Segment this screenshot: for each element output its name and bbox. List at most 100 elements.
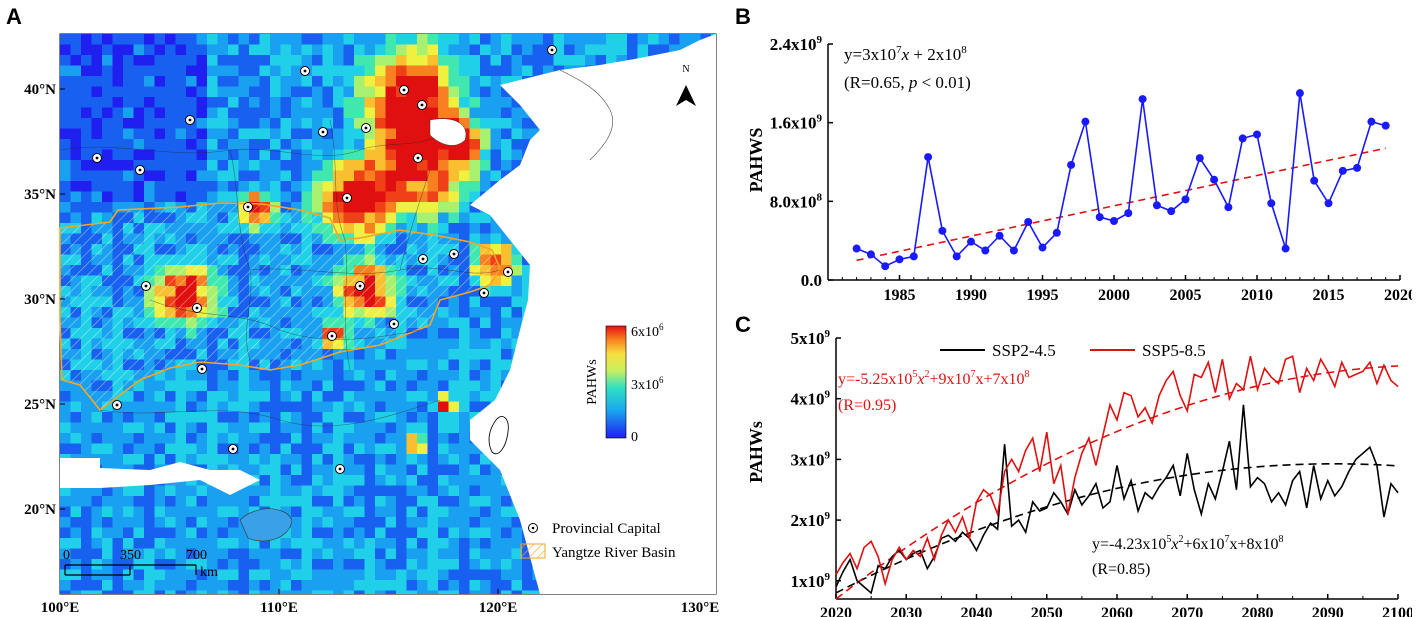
heat-cell <box>469 76 481 87</box>
heat-cell <box>490 391 502 402</box>
heat-cell <box>280 548 292 560</box>
heat-cell <box>217 454 229 465</box>
heat-cell <box>301 475 313 486</box>
heat-cell <box>70 128 82 140</box>
scale-label-350: 350 <box>120 548 141 563</box>
heat-cell <box>438 170 449 182</box>
heat-cell <box>291 496 302 507</box>
heat-cell <box>123 44 134 56</box>
heat-cell <box>133 548 145 560</box>
heat-cell <box>354 590 365 594</box>
chart-c-ytick: 3x109 <box>791 449 831 469</box>
heat-cell <box>165 485 176 497</box>
heat-cell <box>301 569 313 581</box>
heat-cell <box>343 496 355 507</box>
heat-cell <box>91 160 103 171</box>
heat-cell <box>480 139 491 150</box>
heat-cell <box>469 44 481 56</box>
heat-cell <box>249 55 260 66</box>
heat-cell <box>322 128 334 140</box>
heat-cell <box>207 359 218 371</box>
chart-c-xtick: 2070 <box>1171 605 1203 617</box>
heat-cell <box>333 580 344 591</box>
heat-cell <box>301 538 313 549</box>
heat-cell <box>406 223 418 234</box>
heat-cell <box>459 212 470 224</box>
heat-cell <box>459 76 470 87</box>
provincial-capitals <box>92 45 557 474</box>
heat-cell <box>112 139 124 150</box>
heat-cell <box>459 548 470 560</box>
heat-cell <box>417 139 428 150</box>
heat-cell <box>438 538 449 549</box>
heat-cell <box>459 107 470 119</box>
heat-cell <box>280 191 292 203</box>
heat-cell <box>501 107 512 119</box>
heat-cell <box>417 454 428 465</box>
heat-cell <box>301 580 313 591</box>
heat-cell <box>102 97 113 108</box>
heat-cell <box>207 118 218 129</box>
heat-cell <box>396 34 407 45</box>
heat-cell <box>354 118 365 129</box>
heat-cell <box>280 475 292 486</box>
heat-cell <box>322 76 334 87</box>
chart-c-ytick: 4x109 <box>791 389 831 409</box>
heat-cell <box>112 454 124 465</box>
heat-cell <box>606 34 617 45</box>
heat-cell <box>312 485 323 497</box>
heat-cell <box>343 55 355 66</box>
heat-cell <box>375 128 386 140</box>
heat-cell <box>448 527 460 539</box>
heat-cell <box>354 65 365 77</box>
heat-cell <box>364 370 376 381</box>
svg-text:(R=0.65, p < 0.01): (R=0.65, p < 0.01) <box>844 73 971 92</box>
heat-cell <box>312 496 323 507</box>
heat-cell <box>165 422 176 434</box>
heat-cell <box>427 328 439 339</box>
heat-cell <box>385 128 397 140</box>
heat-cell <box>280 391 292 402</box>
heat-cell <box>354 349 365 360</box>
chart-b-point <box>1095 213 1104 222</box>
heat-cell <box>427 317 439 329</box>
heat-cell <box>217 412 229 423</box>
heat-cell <box>427 160 439 171</box>
heat-cell <box>438 454 449 465</box>
heat-cell <box>102 212 113 224</box>
heat-cell <box>196 454 208 465</box>
heat-cell <box>123 34 134 45</box>
heat-cell <box>238 191 250 203</box>
heat-cell <box>196 485 208 497</box>
heat-cell <box>81 212 92 224</box>
chart-b-xtick: 2000 <box>1098 287 1130 304</box>
heat-cell <box>301 401 313 413</box>
heat-cell <box>259 191 271 203</box>
heat-cell <box>133 422 145 434</box>
colorbar <box>605 325 627 439</box>
heat-cell <box>312 559 323 570</box>
heat-cell <box>427 443 439 455</box>
heat-cell <box>102 65 113 77</box>
heat-cell <box>438 580 449 591</box>
heat-cell <box>249 65 260 77</box>
heat-cell <box>469 391 481 402</box>
heat-cell <box>448 359 460 371</box>
heat-cell <box>459 422 470 434</box>
heat-cell <box>91 55 103 66</box>
heat-cell <box>427 170 439 182</box>
heat-cell <box>385 485 397 497</box>
heat-cell <box>501 349 512 360</box>
heat-cell <box>259 391 271 402</box>
heat-cell <box>238 34 250 45</box>
heat-cell <box>417 506 428 518</box>
heat-cell <box>196 65 208 77</box>
heat-cell <box>70 590 82 594</box>
heat-cell <box>112 548 124 560</box>
chart-c-xtick: 2080 <box>1242 605 1274 617</box>
heat-cell <box>270 590 281 594</box>
heat-cell <box>333 55 344 66</box>
heat-cell <box>417 538 428 549</box>
heat-cell <box>112 506 124 518</box>
heat-cell <box>301 412 313 423</box>
